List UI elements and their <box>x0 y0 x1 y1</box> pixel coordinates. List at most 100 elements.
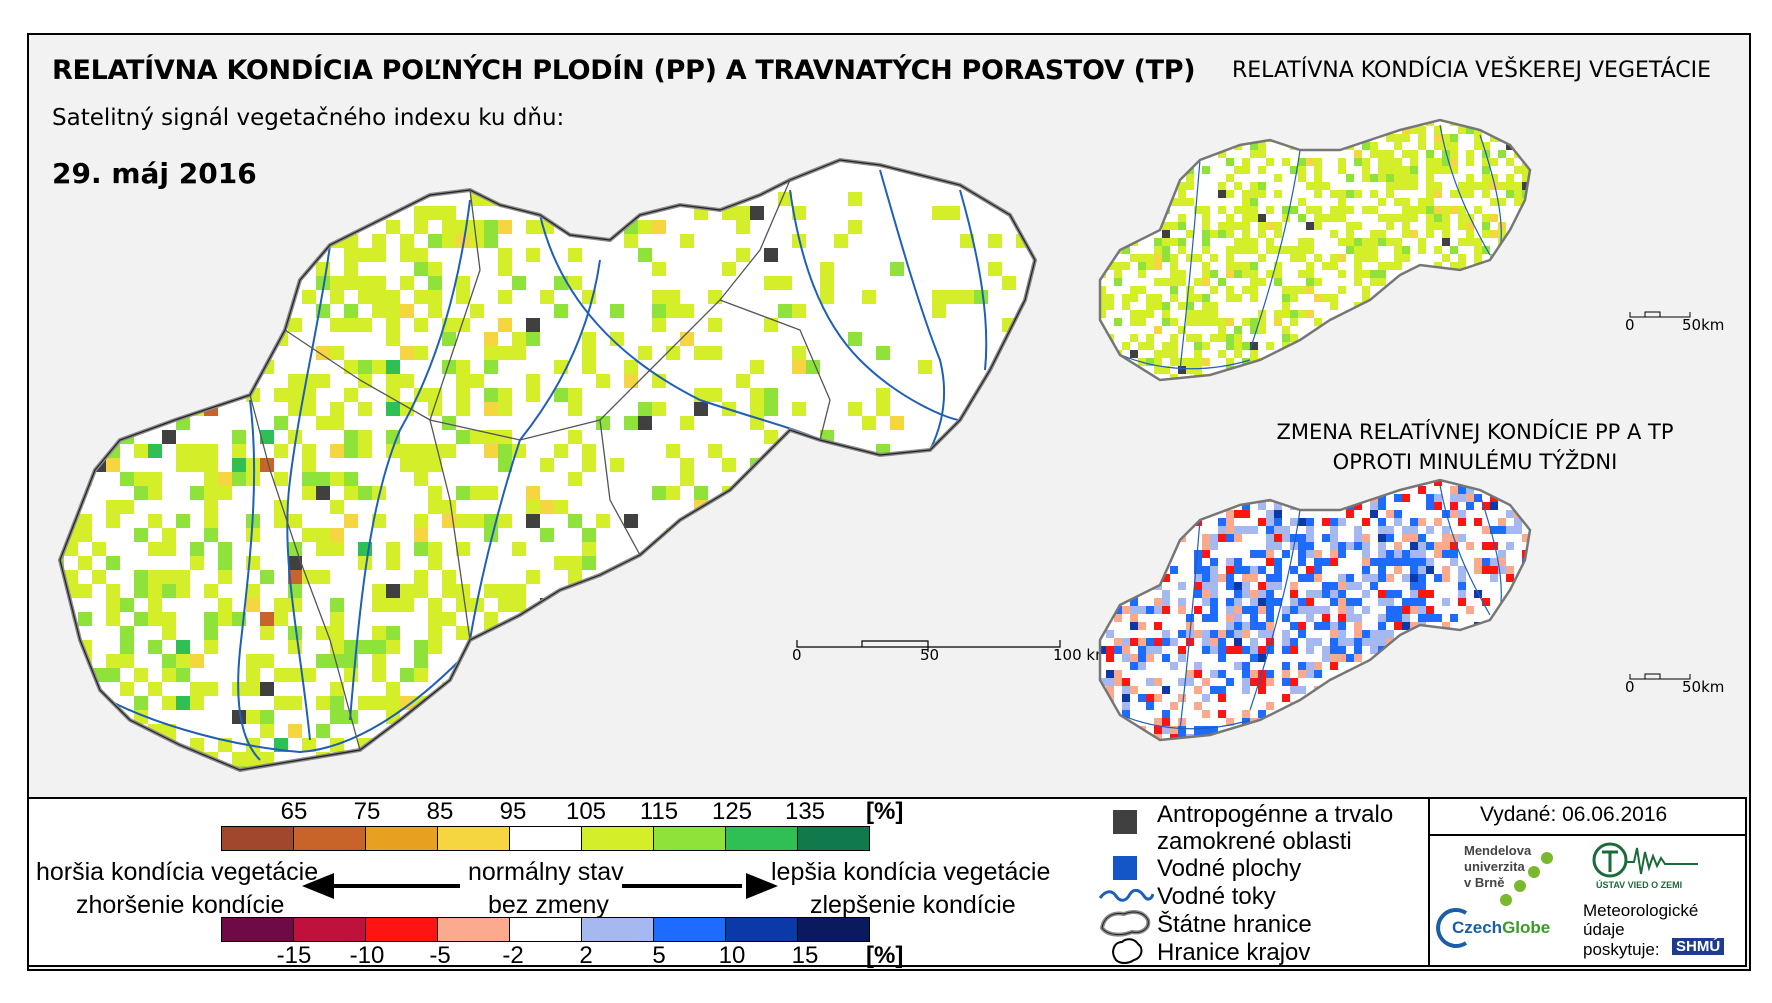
normal-change-label: bez zmeny <box>488 891 609 919</box>
change-tick: 15 <box>791 942 819 969</box>
scale-inset1-0: 0 <box>1625 316 1635 334</box>
change-unit: [%] <box>866 942 904 969</box>
change-tick: -10 <box>349 942 385 969</box>
anthropogenic-label-2: zamokrené oblasti <box>1157 828 1352 855</box>
condition-swatch <box>725 826 798 851</box>
mendel-logo-icon <box>1500 852 1553 906</box>
czechglobe-text-b: Globe <box>1502 918 1551 937</box>
condition-unit: [%] <box>866 798 904 825</box>
normal-condition-label: normálny stav <box>468 858 624 886</box>
scale-main-0: 0 <box>792 646 802 664</box>
condition-tick: 105 <box>565 798 607 825</box>
anthropogenic-area-icon <box>1113 810 1137 834</box>
scale-bar-inset1 <box>1629 311 1691 318</box>
condition-swatch <box>581 826 654 851</box>
change-swatch <box>293 917 366 942</box>
condition-tick: 75 <box>353 798 381 825</box>
water-area-icon <box>1113 856 1137 880</box>
inset-vegetation-title: RELATÍVNA KONDÍCIA VEŠKEREJ VEGETÁCIE <box>1232 58 1712 83</box>
rivers-label: Vodné toky <box>1157 883 1276 910</box>
change-tick: -5 <box>429 942 451 969</box>
map-date: 29. máj 2016 <box>52 157 257 190</box>
uvgz-logo-text: ÚSTAV VIED O ZEMI <box>1596 880 1683 890</box>
change-swatch <box>437 917 510 942</box>
arrow-left-icon <box>302 873 460 899</box>
arrow-right-icon <box>622 873 778 899</box>
inset-change-title-2: OPROTI MINULÉMU TÝŽDNI <box>1332 450 1618 474</box>
issued-date: Vydané: 06.06.2016 <box>1480 803 1668 826</box>
scale-inset1-50: 50km <box>1682 316 1724 334</box>
mendel-logo-text-1: Mendelova <box>1464 843 1532 858</box>
state-border-inner <box>59 159 1036 771</box>
map-subtitle: Satelitný signál vegetačného indexu ku d… <box>52 105 565 131</box>
change-swatch <box>221 917 294 942</box>
change-ticks: -15 -10 -5 -2 2 5 10 15 <box>0 942 1000 970</box>
condition-color-ramp <box>221 826 870 851</box>
change-swatch <box>581 917 654 942</box>
region-border-icon <box>1112 938 1143 964</box>
czechglobe-logo-text: CzechGlobe <box>1452 918 1550 938</box>
meteo-text-3: poskytuje: <box>1583 940 1660 959</box>
map-title: RELATÍVNA KONDÍCIA POĽNÝCH PLODÍN (PP) A… <box>52 55 1196 86</box>
change-swatch <box>653 917 726 942</box>
change-color-ramp <box>221 917 870 942</box>
shmu-logo: SHMÚ <box>1672 938 1725 955</box>
uvgz-logo-icon <box>1592 842 1698 878</box>
change-tick: 2 <box>579 942 593 969</box>
condition-tick: 125 <box>711 798 753 825</box>
change-tick: -2 <box>502 942 524 969</box>
region-border-label: Hranice krajov <box>1157 939 1311 966</box>
change-swatch <box>365 917 438 942</box>
state-border-icon <box>1099 910 1151 937</box>
inset1-border <box>1098 118 1532 382</box>
river-icon <box>1098 888 1154 902</box>
mendel-logo-text-3: v Brně <box>1464 875 1505 890</box>
czechglobe-text-a: Czech <box>1452 918 1503 937</box>
condition-tick: 65 <box>280 798 308 825</box>
legend-arrows <box>302 873 778 899</box>
condition-swatch <box>509 826 582 851</box>
scale-main-100: 100 km <box>1053 646 1110 664</box>
better-condition-label: lepšia kondícia vegetácie <box>771 858 1051 886</box>
state-border-label: Štátne hranice <box>1157 911 1312 938</box>
main-map <box>60 160 1035 770</box>
legend-divider <box>1428 797 1430 967</box>
change-swatch <box>797 917 870 942</box>
inset-change-map <box>1100 480 1530 740</box>
worse-condition-label: horšia kondícia vegetácie <box>36 858 319 886</box>
condition-tick: 85 <box>426 798 454 825</box>
scale-bar-inset2 <box>1629 673 1691 680</box>
issued-divider <box>1430 834 1747 836</box>
condition-swatch <box>365 826 438 851</box>
meteo-text-2: údaje <box>1583 920 1625 939</box>
condition-swatch <box>437 826 510 851</box>
inset2-border <box>1098 478 1532 742</box>
inset-change-title-1: ZMENA RELATÍVNEJ KONDÍCIE PP A TP <box>1276 420 1674 444</box>
condition-swatch <box>221 826 294 851</box>
condition-swatch <box>293 826 366 851</box>
anthropogenic-label-1: Antropogénne a trvalo <box>1157 801 1394 828</box>
meteo-text-1: Meteorologické <box>1583 901 1699 920</box>
change-tick: 10 <box>718 942 746 969</box>
scale-bar-main <box>796 640 1061 652</box>
condition-ticks: 65 75 85 95 105 115 125 135 <box>0 798 1000 826</box>
czechglobe-logo-icon <box>1436 908 1468 948</box>
condition-tick: 115 <box>639 798 679 825</box>
worse-change-label: zhoršenie kondície <box>76 891 285 919</box>
scale-main-50: 50 <box>920 646 939 664</box>
inset-vegetation-map <box>1100 120 1530 380</box>
scale-inset2-50: 50km <box>1682 678 1724 696</box>
change-swatch <box>725 917 798 942</box>
region-borders <box>249 179 831 751</box>
better-change-label: zlepšenie kondície <box>810 891 1016 919</box>
condition-tick: 135 <box>784 798 826 825</box>
condition-tick: 95 <box>499 798 527 825</box>
water-areas-label: Vodné plochy <box>1157 855 1302 882</box>
change-tick: 5 <box>652 942 666 969</box>
condition-swatch <box>653 826 726 851</box>
change-swatch <box>509 917 582 942</box>
scale-inset2-0: 0 <box>1625 678 1635 696</box>
change-tick: -15 <box>276 942 312 969</box>
mendel-logo-text-2: univerzita <box>1464 859 1525 874</box>
